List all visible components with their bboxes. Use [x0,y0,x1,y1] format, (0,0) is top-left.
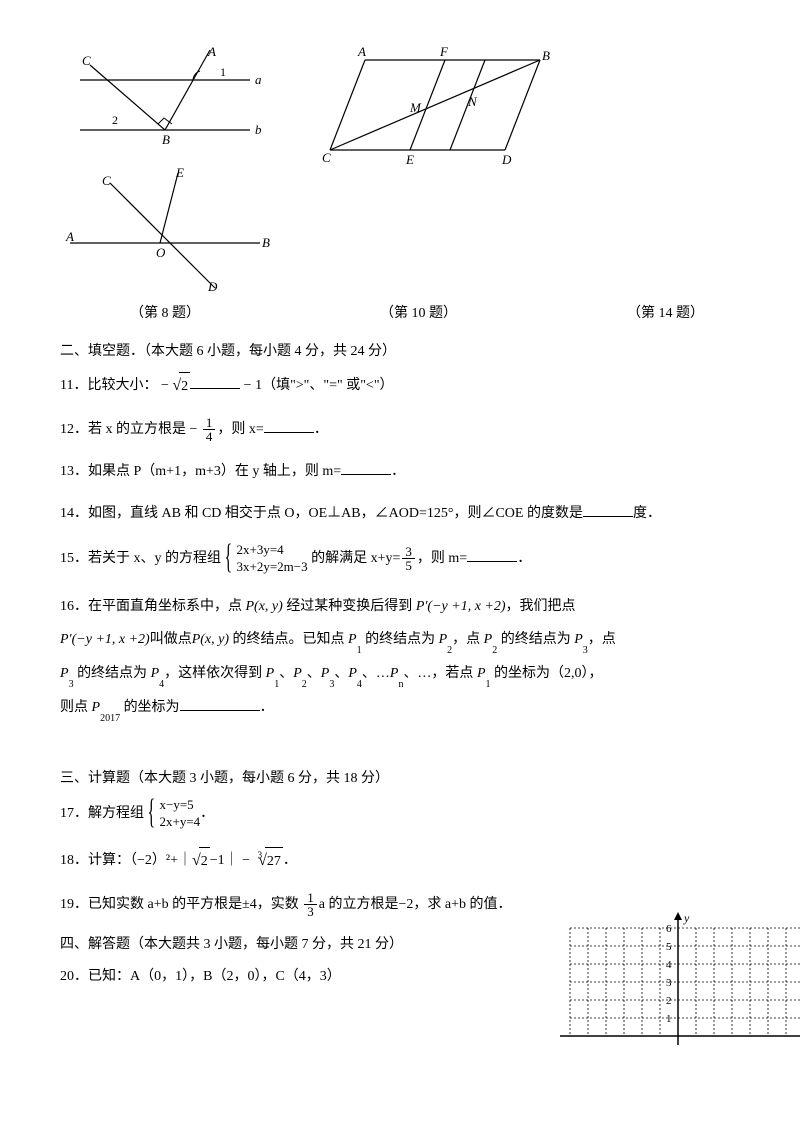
q15-mid: 的解满足 x+y= [311,551,400,566]
label-M: M [409,100,422,115]
diagram-q10: A F B M N C E D [310,40,560,170]
label-B: B [262,235,270,250]
label-E2: E [405,152,414,167]
q15-system: 2x+3y=4 3x+2y=2m−3 [225,542,308,576]
label-D2: D [501,152,512,167]
label-B: B [162,132,170,147]
label-A: A [357,44,366,59]
q12-end: ． [314,422,328,437]
question-14: 14．如图，直线 AB 和 CD 相交于点 O，OE⊥AB，∠AOD=125°，… [60,500,740,528]
q17-system: x−y=5 2x+y=4 [148,797,201,831]
diagrams-row: C A 1 a 2 b B E C A O B D [60,40,740,298]
label-1: 1 [220,65,226,79]
label-C: C [102,173,111,188]
svg-text:6: 6 [666,923,672,935]
label-2: 2 [112,113,118,127]
caption-q10: （第 10 题） [380,302,457,322]
section2-heading: 二、填空题．（本大题 6 小题，每小题 4 分，共 24 分） [60,340,740,360]
svg-text:3: 3 [666,977,672,989]
q15-label: 15．若关于 x、y 的方程组 [60,551,221,566]
caption-q8: （第 8 题） [130,302,200,322]
q19-label: 19．已知实数 a+b 的平方根是±4，实数 [60,897,302,912]
question-15: 15．若关于 x、y 的方程组 2x+3y=4 3x+2y=2m−3 的解满足 … [60,542,740,576]
q13-end: ． [391,464,405,479]
q18-label: 18．计算：（−2）²+｜ [60,853,192,868]
page-content: C A 1 a 2 b B E C A O B D [0,0,800,1045]
question-17: 17．解方程组 x−y=5 2x+y=4 ． [60,797,740,831]
diagram-q8: C A 1 a 2 b B [60,40,270,150]
caption-q14: （第 14 题） [627,302,704,322]
label-A: A [65,229,74,244]
q11-after: − 1（填">"、"=" 或"<"） [240,378,393,393]
q14-end: 度． [633,506,661,521]
q13-blank [341,460,391,475]
q19-frac: 13 [304,891,317,918]
q12-label: 12．若 x 的立方根是 − [60,422,201,437]
q11-blank [190,374,240,389]
svg-text:1: 1 [666,1013,672,1025]
q13-text: 13．如果点 P（m+1，m+3）在 y 轴上，则 m= [60,464,341,479]
q14-blank [583,502,633,517]
sqrt-icon: √2 [192,845,210,877]
q15-end: ． [517,551,531,566]
section3-heading: 三、计算题（本大题 3 小题，每小题 6 分，共 18 分） [60,767,740,787]
q12-after: ，则 x= [217,422,263,437]
label-O: O [156,245,166,260]
q16-blank [180,696,260,711]
question-12: 12．若 x 的立方根是 − 14，则 x= ． [60,416,740,444]
question-11: 11．比较大小： − √2 − 1（填">"、"=" 或"<"） [60,370,740,402]
q14-text: 14．如图，直线 AB 和 CD 相交于点 O，OE⊥AB，∠AOD=125°，… [60,506,583,521]
q12-frac: 14 [203,416,216,443]
q20-text: 20．已知：A（0，1），B（2，0），C（4，3） [60,969,341,984]
q19-mid: a 的立方根是−2，求 a+b 的值． [319,897,512,912]
question-16: 16．在平面直角坐标系中，点 P(x, y) 经过某种变换后得到 P′(−y +… [60,590,740,725]
question-18: 18．计算：（−2）²+｜√2−1｜ − 3√27． [60,845,740,877]
q12-blank [264,418,314,433]
q17-label: 17．解方程组 [60,806,144,821]
label-B: B [542,48,550,63]
label-b: b [255,122,262,137]
q15-after: ，则 m= [417,551,467,566]
svg-text:2: 2 [666,995,672,1007]
coordinate-grid: y x 6 5 4 3 2 1 [560,910,800,1050]
axis-y-label: y [683,911,690,925]
label-D: D [207,279,218,293]
label-E: E [175,165,184,180]
q15-blank [467,547,517,562]
sqrt-icon: √2 [172,370,190,402]
svg-text:5: 5 [666,941,672,953]
label-A: A [207,44,216,59]
q15-frac: 35 [402,545,415,572]
label-C: C [82,53,91,68]
diagram-captions: （第 8 题） （第 10 题） （第 14 题） [60,302,740,322]
question-13: 13．如果点 P（m+1，m+3）在 y 轴上，则 m= ． [60,458,740,486]
q11-label: 11．比较大小： − [60,378,172,393]
diagram-q14: E C A O B D [60,163,270,293]
label-a: a [255,72,262,87]
label-N: N [467,94,478,109]
label-F: F [439,44,449,59]
cbrt-icon: √27 [258,845,283,877]
label-C2: C [322,150,331,165]
svg-text:4: 4 [666,959,672,971]
